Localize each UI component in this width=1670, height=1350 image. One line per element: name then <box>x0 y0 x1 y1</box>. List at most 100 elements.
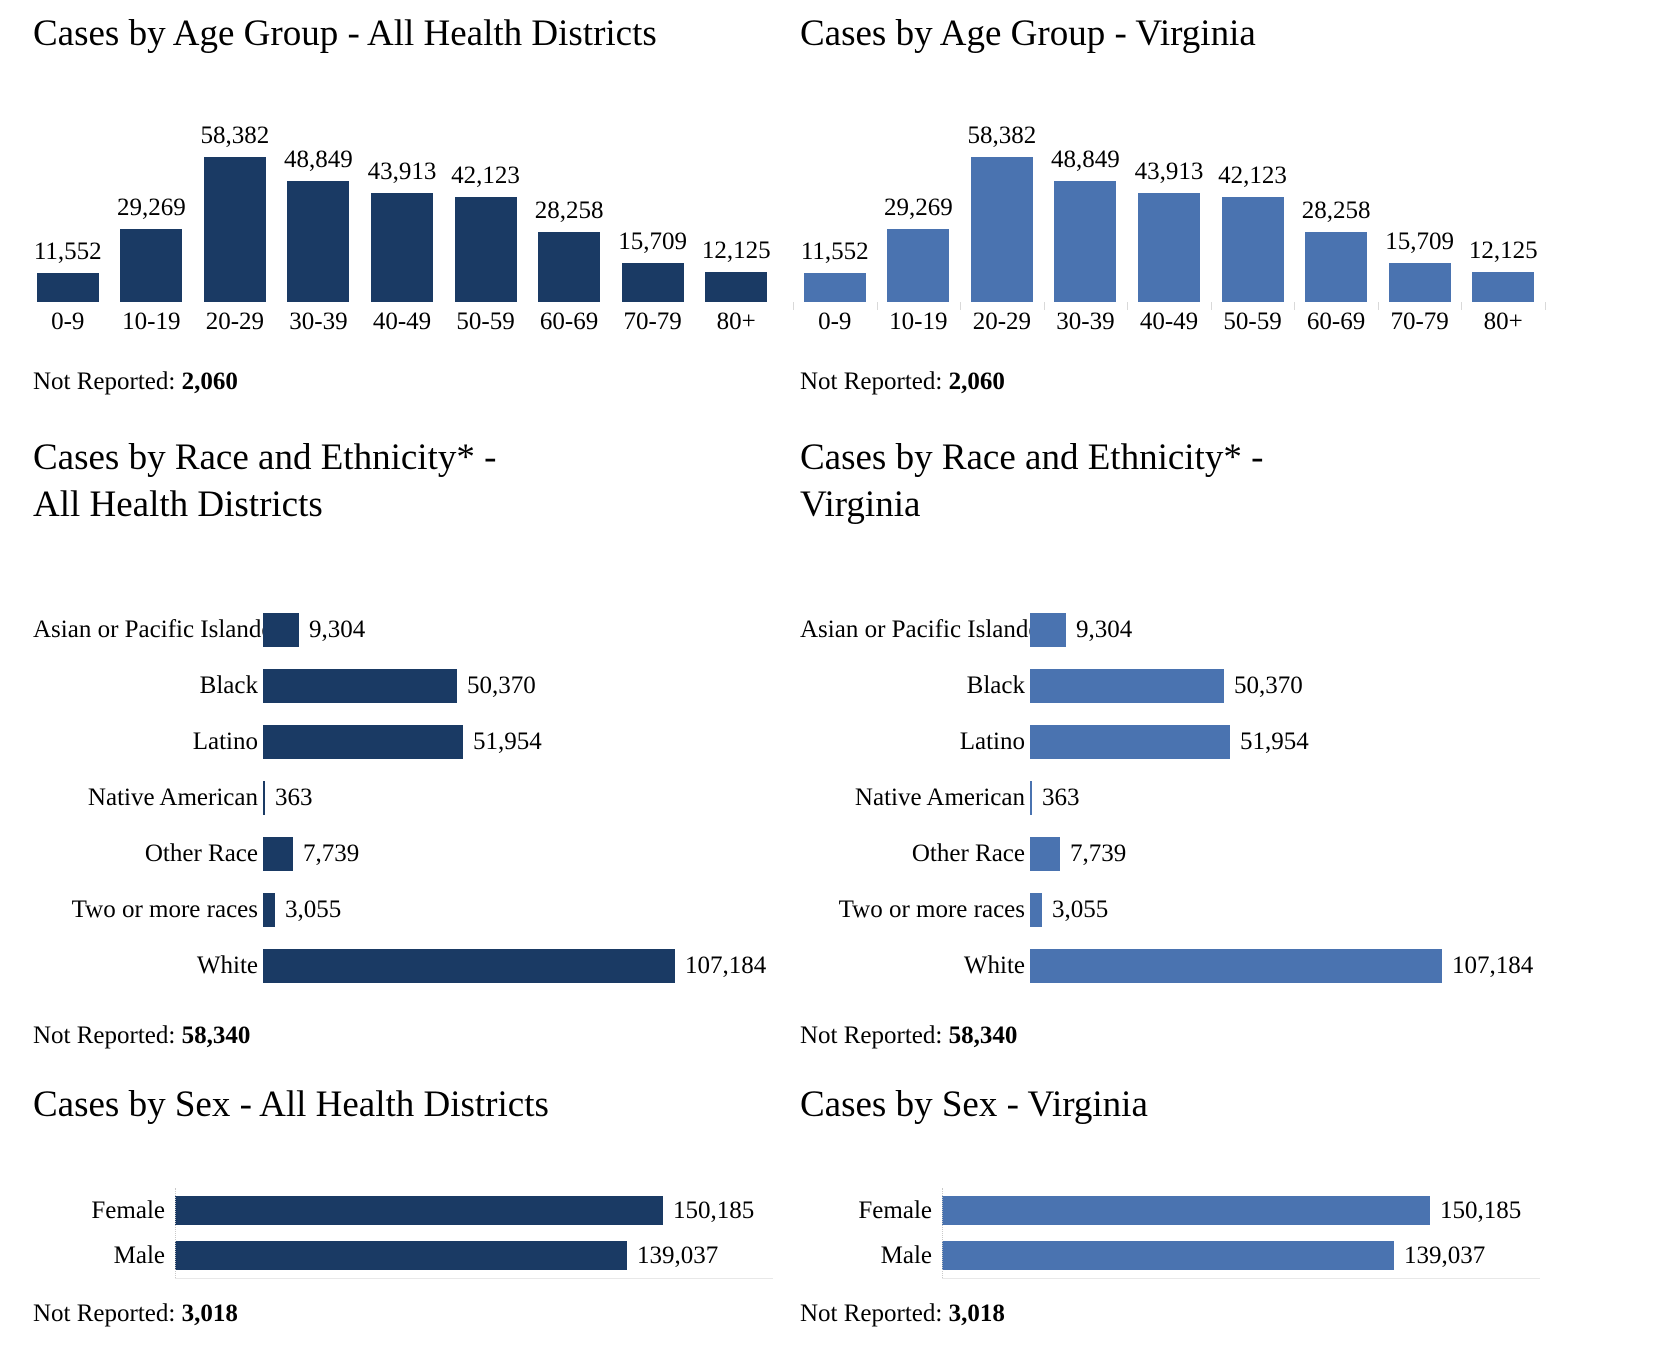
value-label: 48,849 <box>284 146 353 173</box>
bar-female[interactable] <box>942 1196 1430 1225</box>
bar-male[interactable] <box>942 1241 1394 1270</box>
axis-tick <box>793 302 794 310</box>
bar-50-59[interactable] <box>454 197 517 302</box>
chart-title: Cases by Race and Ethnicity* - Virginia <box>800 434 1545 528</box>
bar-10-19[interactable] <box>120 229 183 302</box>
bar-latino[interactable] <box>263 725 463 759</box>
not-reported-value: 2,060 <box>948 368 1005 395</box>
chart-title: Cases by Sex - Virginia <box>800 1084 1148 1125</box>
not-reported-label: Not Reported: <box>33 368 182 395</box>
not-reported-note: Not Reported: 3,018 <box>33 1300 238 1328</box>
category-label: Asian or Pacific Islander <box>33 616 281 643</box>
value-label: 15,709 <box>1385 228 1455 255</box>
not-reported-label: Not Reported: <box>33 1300 182 1327</box>
chart-title: Cases by Sex - All Health Districts <box>33 1084 549 1125</box>
sex-chart-virginia: Cases by Sex - Virginia Female 150,185 Mal… <box>800 1081 1545 1341</box>
value-label: 139,037 <box>637 1241 719 1269</box>
row-male: Male 139,037 <box>800 1233 1545 1278</box>
bar-0-9[interactable] <box>803 273 866 302</box>
value-label: 363 <box>275 784 313 811</box>
row-female: Female 150,185 <box>33 1188 778 1233</box>
category-label: Black <box>966 672 1025 699</box>
axis-tick <box>960 302 962 310</box>
category-label: 40-49 <box>1139 308 1199 335</box>
category-label: 80+ <box>716 308 756 335</box>
bar-30-39[interactable] <box>1054 181 1117 302</box>
value-label: 42,123 <box>451 162 520 189</box>
race-plot-all-districts: Asian or Pacific Islander 9,304 Black 50,37… <box>33 602 778 994</box>
value-label: 50,370 <box>467 672 536 699</box>
category-label: 60-69 <box>1306 308 1366 335</box>
not-reported-note: Not Reported: 58,340 <box>33 1022 250 1050</box>
bar-80plus[interactable] <box>705 272 768 302</box>
axis-tick <box>1545 302 1546 310</box>
bar-60-69[interactable] <box>1305 232 1368 302</box>
value-label: 107,184 <box>1452 952 1534 979</box>
chart-title: Cases by Age Group - All Health District… <box>33 13 657 54</box>
bar-other-race[interactable] <box>1030 837 1060 871</box>
category-label: 30-39 <box>1056 308 1115 335</box>
axis-baseline <box>175 1278 773 1279</box>
value-label: 7,739 <box>303 840 360 867</box>
bar-other-race[interactable] <box>263 837 293 871</box>
category-label: Female <box>91 1196 165 1224</box>
bar-white[interactable] <box>263 949 675 983</box>
age-column-0-9: 11,552 0-9 <box>793 112 877 335</box>
bar-0-9[interactable] <box>36 273 99 302</box>
bar-two-or-more-races[interactable] <box>263 893 275 927</box>
bar-male[interactable] <box>175 1241 627 1270</box>
category-label: 50-59 <box>456 308 515 335</box>
bar-native-american[interactable] <box>1030 781 1032 815</box>
bar-asian-or-pacific-islander[interactable] <box>1030 613 1066 647</box>
category-label: Female <box>858 1196 932 1224</box>
bar-40-49[interactable] <box>370 193 433 302</box>
row-male: Male 139,037 <box>33 1233 778 1278</box>
chart-title-line: Cases by Race and Ethnicity* - <box>33 437 497 478</box>
value-label: 42,123 <box>1218 162 1287 189</box>
age-column-40-49: 43,913 40-49 <box>1127 112 1211 335</box>
chart-title: Cases by Age Group - Virginia <box>800 13 1256 54</box>
bar-30-39[interactable] <box>287 181 350 302</box>
category-label: 10-19 <box>889 308 948 335</box>
bar-female[interactable] <box>175 1196 663 1225</box>
bar-70-79[interactable] <box>1388 263 1451 302</box>
not-reported-value: 58,340 <box>181 1022 251 1049</box>
bar-50-59[interactable] <box>1221 197 1284 302</box>
bar-latino[interactable] <box>1030 725 1230 759</box>
category-label: White <box>963 952 1025 979</box>
bar-60-69[interactable] <box>538 232 601 302</box>
bar-20-29[interactable] <box>203 157 266 302</box>
bar-white[interactable] <box>1030 949 1442 983</box>
value-label: 11,552 <box>800 238 869 265</box>
bar-80plus[interactable] <box>1472 272 1535 302</box>
sex-plot-virginia: Female 150,185 Male 139,037 <box>800 1188 1545 1279</box>
age-column-60-69: 28,258 60-69 <box>1294 112 1378 335</box>
bar-two-or-more-races[interactable] <box>1030 893 1042 927</box>
row-asian-or-pacific-islander: Asian or Pacific Islander 9,304 <box>800 602 1545 658</box>
bar-native-american[interactable] <box>263 781 265 815</box>
bar-asian-or-pacific-islander[interactable] <box>263 613 299 647</box>
bar-20-29[interactable] <box>970 157 1033 302</box>
category-label: 0-9 <box>818 308 852 335</box>
bar-70-79[interactable] <box>621 263 684 302</box>
value-label: 43,913 <box>1134 158 1204 185</box>
bar-black[interactable] <box>263 669 457 703</box>
value-label: 12,125 <box>701 237 771 264</box>
category-label: Two or more races <box>71 896 258 923</box>
race-plot-virginia: Asian or Pacific Islander 9,304 Black 50,37… <box>800 602 1545 994</box>
chart-title-line: Virginia <box>800 484 921 525</box>
value-label: 12,125 <box>1468 237 1538 264</box>
bar-black[interactable] <box>1030 669 1224 703</box>
category-label: Native American <box>87 784 258 811</box>
category-label: Black <box>199 672 258 699</box>
category-label: 20-29 <box>205 308 265 335</box>
value-label: 9,304 <box>1076 616 1133 643</box>
bar-40-49[interactable] <box>1137 193 1200 302</box>
value-label: 28,258 <box>1301 197 1371 224</box>
category-label: 30-39 <box>289 308 348 335</box>
bar-10-19[interactable] <box>887 229 950 302</box>
age-column-10-19: 29,269 10-19 <box>110 112 194 335</box>
value-label: 29,269 <box>116 194 186 221</box>
axis-tick <box>876 302 878 310</box>
age-chart-all-districts: Cases by Age Group - All Health District… <box>33 10 778 420</box>
